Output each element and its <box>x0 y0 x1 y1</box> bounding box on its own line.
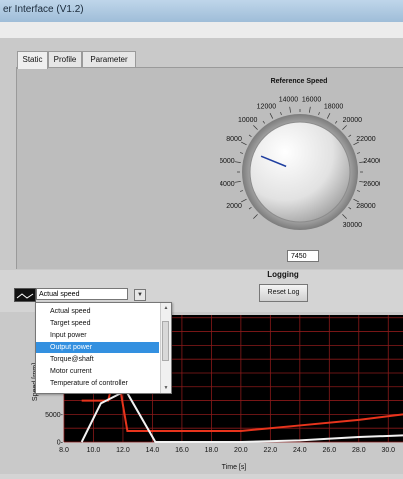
dropdown-option[interactable]: Temperature of controller <box>50 380 128 387</box>
plot-selector-field[interactable]: Actual speed <box>36 288 128 300</box>
dial-tick <box>353 198 359 203</box>
dial-tick <box>269 113 274 119</box>
dial-knob <box>249 121 351 223</box>
x-tick-label: 16.0 <box>175 447 189 454</box>
dial-tick <box>241 198 247 203</box>
dropdown-option[interactable]: Target speed <box>50 320 91 327</box>
dial-tick <box>342 125 347 130</box>
dial-label: 16000 <box>302 96 322 103</box>
menu-bar <box>0 22 403 39</box>
plot-grid <box>63 315 403 443</box>
dial-tick <box>239 152 244 154</box>
dial-label: 14000 <box>279 96 299 103</box>
dial-label: 6000 <box>220 158 235 165</box>
dial-label: 26000 <box>363 181 380 188</box>
dial-tick <box>348 206 352 210</box>
dial-label: 30000 <box>343 222 363 229</box>
x-tick-label: 12.0 <box>116 447 130 454</box>
series-line-1 <box>81 386 403 432</box>
x-tick-label: 22.0 <box>264 447 278 454</box>
dial-tick <box>253 125 258 130</box>
reset-log-button[interactable]: Reset Log <box>259 284 308 302</box>
y-tick-label: 0- <box>57 440 64 447</box>
logging-title: Logging <box>267 270 299 279</box>
dial-tick <box>359 181 366 183</box>
dial-label: 22000 <box>356 136 376 143</box>
y-tick-label: 5000- <box>45 412 64 419</box>
x-tick-label: 8.0 <box>59 447 69 454</box>
dial-tick <box>359 161 366 163</box>
dial-tick <box>239 190 244 192</box>
dropdown-option[interactable]: Input power <box>50 332 87 339</box>
dial-label: 2000 <box>226 203 242 210</box>
dial-tick <box>342 214 347 219</box>
x-tick-label: 24.0 <box>293 447 307 454</box>
scroll-up-icon[interactable]: ▲ <box>163 305 169 311</box>
x-tick-label: 26.0 <box>322 447 336 454</box>
dial-label: 24000 <box>363 158 380 165</box>
dial-label: 8000 <box>226 136 242 143</box>
x-tick-labels: 8.0 10.0 12.0 14.0 16.0 18.0 20.0 22.0 24.0 26.0 2… <box>59 447 395 454</box>
dial-tick <box>262 120 266 124</box>
window-titlebar: er Interface (V1.2) <box>0 0 403 22</box>
dial-tick <box>334 120 338 124</box>
dropdown-option[interactable]: Motor current <box>50 368 92 375</box>
plot-legend-icon[interactable] <box>14 288 36 302</box>
dial-tick <box>234 181 241 183</box>
dropdown-option[interactable]: Torque@shaft <box>50 356 94 363</box>
dial-ticks <box>234 106 366 219</box>
x-tick-label: 18.0 <box>205 447 219 454</box>
scroll-thumb[interactable] <box>162 321 169 361</box>
dial-tick <box>280 111 282 116</box>
tab-profile[interactable]: Profile <box>48 51 82 68</box>
dial-tick <box>356 190 361 192</box>
dial-tick <box>241 141 247 146</box>
dial-tick <box>326 113 331 119</box>
reference-speed-dial[interactable]: 2000 4000 6000 8000 10000 12000 14000 16000 1800… <box>219 92 383 252</box>
legend-line-icon <box>16 293 34 299</box>
plot-selector-dropdown[interactable]: Actual speed Target speed Input power Outpu… <box>35 302 172 394</box>
x-tick-label: 20.0 <box>234 447 248 454</box>
x-tick-label: 30.0 <box>381 447 395 454</box>
x-tick-label: 10.0 <box>87 447 101 454</box>
dial-tick <box>253 214 258 219</box>
dial-label: 20000 <box>343 117 363 124</box>
scroll-down-icon[interactable]: ▼ <box>163 385 169 391</box>
dropdown-option[interactable]: Actual speed <box>50 308 91 315</box>
dial-tick <box>248 206 252 210</box>
dial-label: 28000 <box>356 203 376 210</box>
dial-label: 10000 <box>238 117 258 124</box>
dial-tick <box>348 134 352 138</box>
dial-tick <box>248 134 252 138</box>
dropdown-arrow-icon[interactable]: ▼ <box>134 289 146 301</box>
x-axis-label: Time [s] <box>222 464 247 471</box>
window-title: er Interface (V1.2) <box>3 4 84 15</box>
dial-tick <box>309 106 311 113</box>
reference-speed-input[interactable]: 7450 <box>287 250 319 262</box>
dropdown-option[interactable]: Output power <box>36 342 159 353</box>
dial-tick <box>234 161 241 163</box>
dial-label: 18000 <box>324 104 344 111</box>
reference-speed-title: Reference Speed <box>270 78 328 85</box>
x-tick-label: 28.0 <box>352 447 366 454</box>
dial-label: 12000 <box>257 104 277 111</box>
tab-parameter[interactable]: Parameter <box>82 51 136 68</box>
dropdown-scrollbar[interactable]: ▲ ▼ <box>160 303 171 393</box>
dial-label: 4000 <box>220 181 235 188</box>
tab-static[interactable]: Static <box>17 51 48 69</box>
dial-tick <box>356 152 361 154</box>
dial-needle <box>260 155 287 168</box>
x-tick-label: 14.0 <box>146 447 160 454</box>
series-line-2 <box>80 389 403 443</box>
dial-tick <box>318 111 320 116</box>
dial-tick <box>353 141 359 146</box>
plot-series <box>80 386 403 443</box>
dial-tick <box>289 106 291 113</box>
